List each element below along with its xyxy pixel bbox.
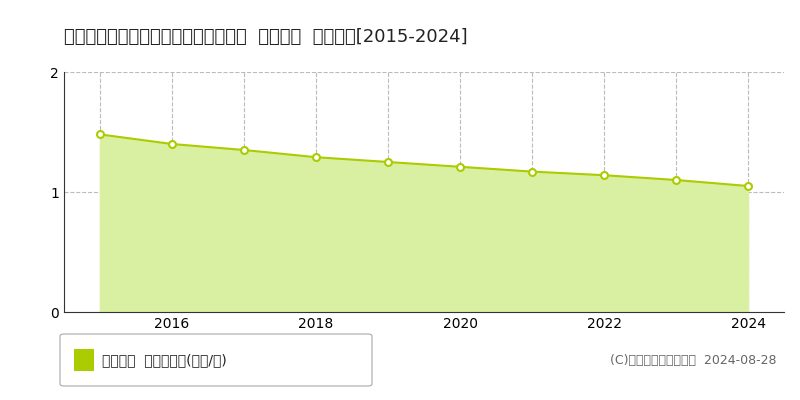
Text: (C)土地価格ドットコム  2024-08-28: (C)土地価格ドットコム 2024-08-28 [610, 354, 776, 366]
Text: 地価公示  平均坪単価(万円/坪): 地価公示 平均坪単価(万円/坪) [102, 353, 226, 367]
Text: 北海道勇払郡安平町安平５６１番２外  地価公示  地価推移[2015-2024]: 北海道勇払郡安平町安平５６１番２外 地価公示 地価推移[2015-2024] [64, 28, 468, 46]
